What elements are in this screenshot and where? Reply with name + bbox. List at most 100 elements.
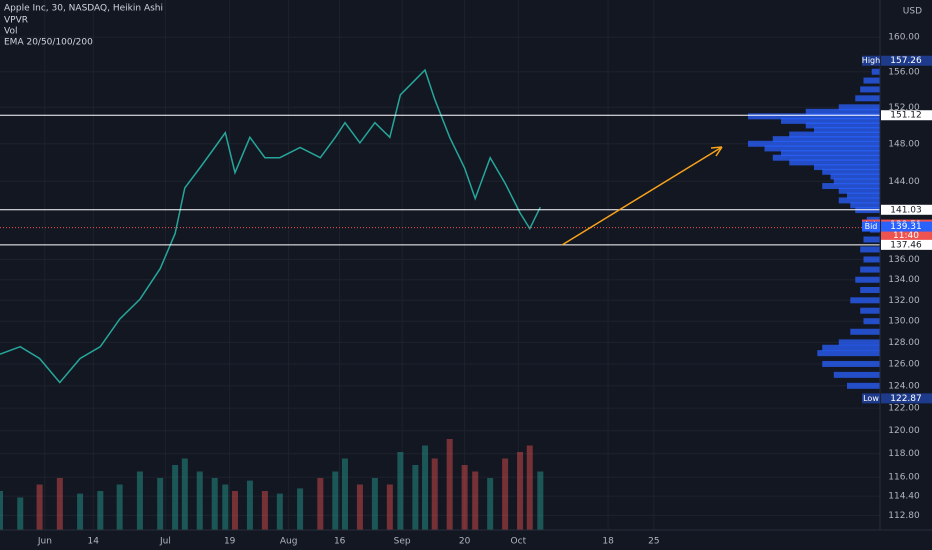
x-tick-label: 20 bbox=[459, 537, 471, 547]
volume-bar bbox=[412, 465, 419, 530]
price-label: 141.03 bbox=[890, 205, 922, 215]
price-label: 139.31 bbox=[890, 222, 922, 232]
profile-bar bbox=[855, 95, 880, 102]
profile-bar bbox=[805, 108, 880, 115]
profile-bar bbox=[805, 122, 880, 129]
volume-bar bbox=[276, 493, 283, 530]
profile-bar bbox=[847, 192, 880, 199]
volume-bar bbox=[136, 471, 143, 530]
price-pane bbox=[0, 68, 880, 384]
y-tick-label: 160.00 bbox=[888, 33, 920, 43]
y-tick-label: 132.00 bbox=[888, 296, 920, 306]
indicator: Vol bbox=[4, 27, 17, 37]
profile-bar bbox=[863, 256, 880, 263]
volume-bar bbox=[431, 458, 438, 530]
profile-bar bbox=[860, 286, 880, 293]
profile-bar bbox=[814, 164, 880, 171]
price-label-box bbox=[881, 221, 932, 232]
profile-bar bbox=[817, 350, 880, 357]
volume-bar bbox=[341, 458, 348, 530]
y-tick-label: 144.00 bbox=[888, 177, 920, 187]
x-tick-label: 19 bbox=[224, 537, 236, 547]
profile-bar bbox=[850, 328, 880, 335]
volume-bar bbox=[422, 445, 429, 530]
profile-bar bbox=[860, 86, 880, 93]
price-label: 122.87 bbox=[890, 394, 922, 404]
profile-bar bbox=[814, 126, 880, 133]
volume-bar bbox=[332, 471, 339, 530]
profile-bar bbox=[838, 339, 880, 346]
profile-bar bbox=[860, 266, 880, 273]
volume-bar bbox=[181, 458, 188, 530]
profile-bar bbox=[860, 246, 880, 253]
y-tick-label: 120.00 bbox=[888, 426, 920, 436]
price-axis bbox=[880, 0, 932, 550]
volume-bar bbox=[487, 478, 494, 530]
y-tick-label: 128.00 bbox=[888, 338, 920, 348]
y-tick-label: 148.00 bbox=[888, 139, 920, 149]
y-tick-label: 156.00 bbox=[888, 67, 920, 77]
volume-bar bbox=[17, 497, 24, 530]
volume-bar bbox=[356, 484, 363, 530]
volume-bar bbox=[231, 491, 238, 530]
volume-bar bbox=[446, 439, 453, 530]
arrow-head bbox=[710, 146, 723, 157]
price-tag: Bid bbox=[865, 222, 878, 231]
profile-bar bbox=[838, 187, 880, 194]
price-label: 137.46 bbox=[890, 240, 922, 250]
volume-bar bbox=[371, 478, 378, 530]
profile-bar bbox=[764, 145, 880, 152]
profile-bar bbox=[850, 297, 880, 304]
volume-bar bbox=[397, 452, 404, 530]
x-tick-label: 16 bbox=[334, 537, 346, 547]
price-tag: Low bbox=[863, 394, 879, 403]
profile-bar bbox=[822, 168, 880, 175]
price-tag-box bbox=[862, 393, 880, 404]
volume-bar bbox=[472, 471, 479, 530]
trend-arrow bbox=[561, 146, 723, 246]
volume-bar bbox=[0, 491, 3, 530]
y-tick-label: 122.00 bbox=[888, 404, 920, 414]
profile-bar bbox=[863, 318, 880, 325]
y-tick-label: 130.00 bbox=[888, 317, 920, 327]
x-tick-label: 14 bbox=[88, 537, 100, 547]
volume-pane bbox=[0, 439, 544, 530]
profile-bar bbox=[855, 276, 880, 283]
price-tag-box bbox=[862, 221, 880, 232]
volume-bar bbox=[77, 493, 84, 530]
price-label-box bbox=[881, 55, 932, 66]
profile-bar bbox=[772, 136, 880, 143]
y-tick-label: 116.00 bbox=[888, 473, 920, 483]
price-label: 151.12 bbox=[890, 111, 922, 121]
volume-profile bbox=[748, 68, 880, 400]
price-tag-box bbox=[862, 55, 880, 66]
profile-bar bbox=[781, 150, 880, 157]
countdown: 11:40 bbox=[893, 231, 919, 241]
profile-bar bbox=[871, 68, 880, 75]
price-tag: High bbox=[862, 56, 880, 65]
profile-bar bbox=[833, 371, 880, 378]
price-line bbox=[0, 68, 541, 384]
profile-bar bbox=[850, 202, 880, 209]
profile-bar bbox=[748, 113, 880, 120]
volume-bar bbox=[116, 484, 123, 530]
y-tick-label: 112.80 bbox=[888, 511, 920, 521]
volume-bar bbox=[502, 458, 509, 530]
profile-bar bbox=[860, 307, 880, 314]
profile-bar bbox=[822, 183, 880, 190]
price-label-box bbox=[881, 110, 932, 121]
profile-bar bbox=[822, 344, 880, 351]
volume-bar bbox=[36, 484, 43, 530]
price-label-box bbox=[881, 204, 932, 215]
profile-bar bbox=[833, 178, 880, 185]
profile-bar bbox=[772, 154, 880, 161]
profile-bar bbox=[830, 173, 880, 180]
volume-bar bbox=[56, 478, 63, 530]
volume-bar bbox=[317, 478, 324, 530]
price-label-box bbox=[881, 393, 932, 404]
volume-bar bbox=[297, 488, 304, 530]
profile-bar bbox=[748, 140, 880, 147]
price-label-box bbox=[881, 239, 932, 250]
y-tick-label: 136.00 bbox=[888, 255, 920, 265]
